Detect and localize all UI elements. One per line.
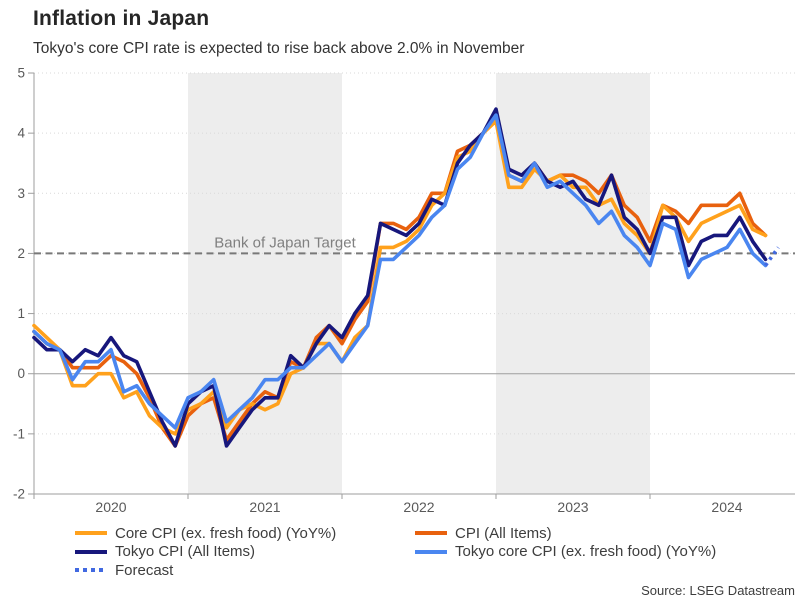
y-tick-label-0: 0 bbox=[17, 366, 25, 381]
forecast-swatch bbox=[75, 568, 107, 573]
x-tick-label-2023: 2023 bbox=[557, 499, 588, 515]
series-line-tokyocore bbox=[32, 113, 768, 430]
y-tick-label--1: -1 bbox=[13, 426, 25, 441]
legend-column-2: CPI (All Items) Tokyo core CPI (ex. fres… bbox=[415, 524, 716, 561]
legend-label-tokyo-core-cpi: Tokyo core CPI (ex. fresh food) (YoY%) bbox=[455, 543, 717, 561]
x-tick-label-2021: 2021 bbox=[249, 499, 280, 515]
y-tick-label--2: -2 bbox=[13, 487, 25, 502]
x-tick-label-2024: 2024 bbox=[711, 499, 742, 515]
y-tick-label-2: 2 bbox=[17, 246, 25, 261]
year-band-2023 bbox=[496, 73, 650, 494]
legend-label-cpi-all-items: CPI (All Items) bbox=[455, 524, 552, 542]
y-tick-label-1: 1 bbox=[17, 306, 25, 321]
target-line-label: Bank of Japan Target bbox=[214, 234, 356, 251]
tokyo-core-cpi-swatch bbox=[415, 549, 447, 554]
cpi-all-items-swatch bbox=[415, 531, 447, 536]
legend-item-tokyo-core-cpi: Tokyo core CPI (ex. fresh food) (YoY%) bbox=[415, 543, 716, 562]
legend-label-forecast: Forecast bbox=[115, 561, 174, 579]
y-tick-label-5: 5 bbox=[17, 66, 25, 81]
y-tick-label-3: 3 bbox=[17, 186, 25, 201]
legend-column-1: Core CPI (ex. fresh food) (YoY%) Tokyo C… bbox=[75, 524, 336, 580]
series-line-tokyo bbox=[32, 107, 768, 448]
x-tick-label-2022: 2022 bbox=[403, 499, 434, 515]
legend-label-tokyo-cpi: Tokyo CPI (All Items) bbox=[115, 543, 256, 561]
legend-item-forecast: Forecast bbox=[75, 561, 336, 580]
source-note: Source: LSEG Datastream bbox=[641, 583, 795, 598]
x-tick-label-2020: 2020 bbox=[95, 499, 126, 515]
legend: Core CPI (ex. fresh food) (YoY%) Tokyo C… bbox=[0, 524, 801, 582]
series-line-cpi bbox=[32, 113, 768, 448]
core-cpi-swatch bbox=[75, 531, 107, 536]
legend-label-core-cpi: Core CPI (ex. fresh food) (YoY%) bbox=[115, 524, 337, 542]
chart-subtitle: Tokyo's core CPI rate is expected to ris… bbox=[33, 40, 525, 57]
legend-item-cpi-all-items: CPI (All Items) bbox=[415, 524, 716, 543]
page-title: Inflation in Japan bbox=[33, 7, 210, 30]
year-band-2021 bbox=[188, 73, 342, 494]
legend-item-tokyo-cpi: Tokyo CPI (All Items) bbox=[75, 543, 336, 562]
legend-item-core-cpi: Core CPI (ex. fresh food) (YoY%) bbox=[75, 524, 336, 543]
y-tick-label-4: 4 bbox=[17, 126, 25, 141]
forecast-line bbox=[764, 246, 780, 267]
tokyo-cpi-swatch bbox=[75, 549, 107, 554]
